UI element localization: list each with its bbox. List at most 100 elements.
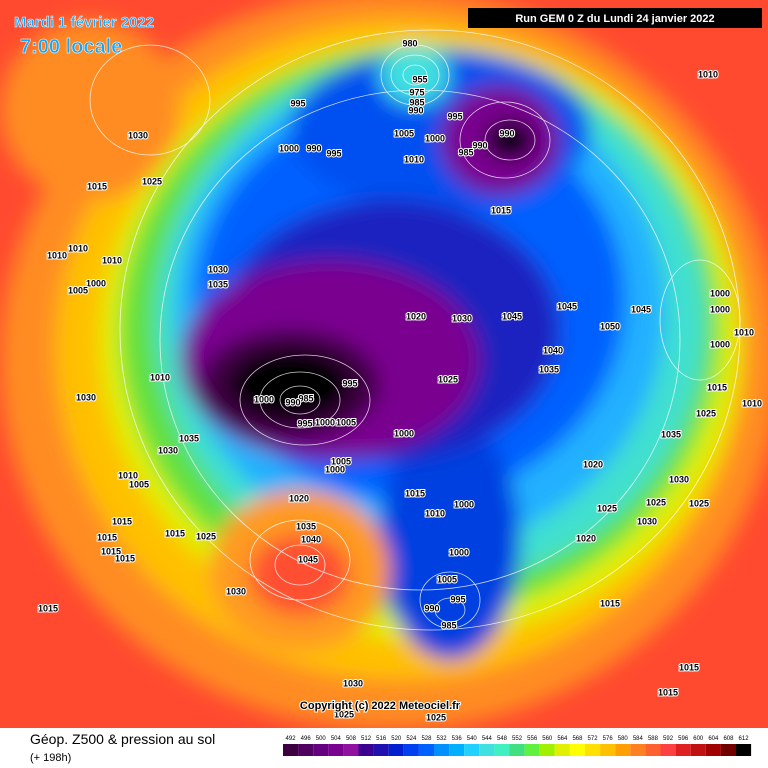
isobar-label: 985 xyxy=(441,620,456,630)
isobar-label: 1035 xyxy=(661,429,681,439)
legend-swatch xyxy=(298,744,314,756)
isobar-label: 1000 xyxy=(394,428,414,438)
legend-label: 496 xyxy=(301,736,312,742)
isobar-label: 1030 xyxy=(343,678,363,688)
isobar-label: 1035 xyxy=(539,364,559,374)
isobar-label: 990 xyxy=(306,143,321,153)
isobar-labels: 9809559759859909959909909851010995103010… xyxy=(37,37,763,723)
isobar-label: 1025 xyxy=(196,531,216,541)
isobar-label: 1045 xyxy=(502,311,522,321)
isobar-label: 1005 xyxy=(336,417,356,427)
legend-label: 592 xyxy=(663,736,674,742)
isobar-label: 1025 xyxy=(689,498,709,508)
isobar-label: 1025 xyxy=(646,497,666,507)
isobar-label: 1050 xyxy=(600,321,620,331)
isobar-label: 1045 xyxy=(557,301,577,311)
isobar-label: 1035 xyxy=(179,433,199,443)
legend-label: 596 xyxy=(678,736,689,742)
legend-label: 564 xyxy=(557,736,568,742)
legend-label: 604 xyxy=(708,736,719,742)
time: 7:00 locale xyxy=(20,36,122,58)
isobar-label: 1020 xyxy=(406,311,426,321)
legend-label: 512 xyxy=(361,736,372,742)
legend-swatch xyxy=(328,744,344,756)
legend-swatch xyxy=(645,744,661,756)
legend-label: 536 xyxy=(452,736,463,742)
isobar-label: 1025 xyxy=(438,374,458,384)
run-info: Run GEM 0 Z du Lundi 24 janvier 2022 xyxy=(515,13,714,25)
isobar-label: 1010 xyxy=(102,255,122,265)
isobar-label: 1015 xyxy=(491,205,511,215)
isobar-label: 1010 xyxy=(742,398,762,408)
legend-swatch xyxy=(464,744,480,756)
isobar-label: 1015 xyxy=(600,598,620,608)
legend-swatch xyxy=(388,744,404,756)
isobar-label: 1025 xyxy=(426,712,446,722)
legend-swatch xyxy=(509,744,525,756)
isobar-label: 1000 xyxy=(449,547,469,557)
isobar-label: 995 xyxy=(450,594,465,604)
legend-swatch xyxy=(449,744,465,756)
isobar-label: 1015 xyxy=(115,553,135,563)
isobar-label: 1030 xyxy=(637,516,657,526)
legend-swatch xyxy=(675,744,691,756)
isobar-label: 1030 xyxy=(158,445,178,455)
isobar-label: 1020 xyxy=(583,459,603,469)
legend-label: 492 xyxy=(286,736,297,742)
isobar-label: 1010 xyxy=(47,250,67,260)
legend-label: 520 xyxy=(391,736,402,742)
isobar-label: 990 xyxy=(285,397,300,407)
isobar-label: 1030 xyxy=(452,313,472,323)
legend-label: 552 xyxy=(512,736,523,742)
isobar-label: 1030 xyxy=(226,586,246,596)
run-box xyxy=(468,8,762,28)
isobar-label: 1010 xyxy=(404,154,424,164)
legend-swatch xyxy=(313,744,329,756)
isobar-label: 990 xyxy=(408,105,423,115)
legend-swatch xyxy=(479,744,495,756)
footer-title: Géop. Z500 & pression au sol xyxy=(30,731,215,747)
isobar-label: 1010 xyxy=(698,69,718,79)
isobar-label: 1025 xyxy=(142,176,162,186)
isobar-label: 1030 xyxy=(128,130,148,140)
isobar-label: 990 xyxy=(499,128,514,138)
isobar-label: 1015 xyxy=(97,532,117,542)
isobar-label: 1025 xyxy=(597,503,617,513)
legend-label: 576 xyxy=(603,736,614,742)
isobar-label: 975 xyxy=(409,87,424,97)
isobar-label: 1035 xyxy=(208,279,228,289)
legend-swatch xyxy=(660,744,676,756)
isobar-label: 1030 xyxy=(76,392,96,402)
legend-label: 524 xyxy=(406,736,417,742)
legend-swatch xyxy=(705,744,721,756)
footer-lead: (+ 198h) xyxy=(30,752,71,764)
isobar-label: 1015 xyxy=(658,687,678,697)
isobar-label: 1015 xyxy=(707,382,727,392)
isobar-label: 1010 xyxy=(118,470,138,480)
isobar-label: 1005 xyxy=(68,285,88,295)
isobar-label: 990 xyxy=(424,603,439,613)
isobar-label: 1000 xyxy=(325,464,345,474)
isobar-label: 1020 xyxy=(576,533,596,543)
isobar-label: 1000 xyxy=(86,278,106,288)
isobar-label: 1000 xyxy=(425,133,445,143)
isobar-label: 1010 xyxy=(425,508,445,518)
legend-label: 508 xyxy=(346,736,357,742)
isobar-label: 1045 xyxy=(298,554,318,564)
legend-label: 556 xyxy=(527,736,538,742)
isobar-label: 955 xyxy=(412,74,427,84)
isobar-label: 985 xyxy=(458,147,473,157)
isobar-label: 1010 xyxy=(150,372,170,382)
legend-label: 516 xyxy=(376,736,387,742)
isobar-label: 1015 xyxy=(101,546,121,556)
isobar-label: 1035 xyxy=(296,521,316,531)
legend-label: 540 xyxy=(467,736,478,742)
legend: 492 496 500 504 508 512 516 520 524 528 532 536 540 5… xyxy=(283,736,752,756)
legend-swatch xyxy=(403,744,419,756)
isobar-label: 1015 xyxy=(38,603,58,613)
isobar-label: 980 xyxy=(402,38,417,48)
isobar-label: 995 xyxy=(297,418,312,428)
isobar-label: 985 xyxy=(298,393,313,403)
isobar-label: 1000 xyxy=(315,417,335,427)
